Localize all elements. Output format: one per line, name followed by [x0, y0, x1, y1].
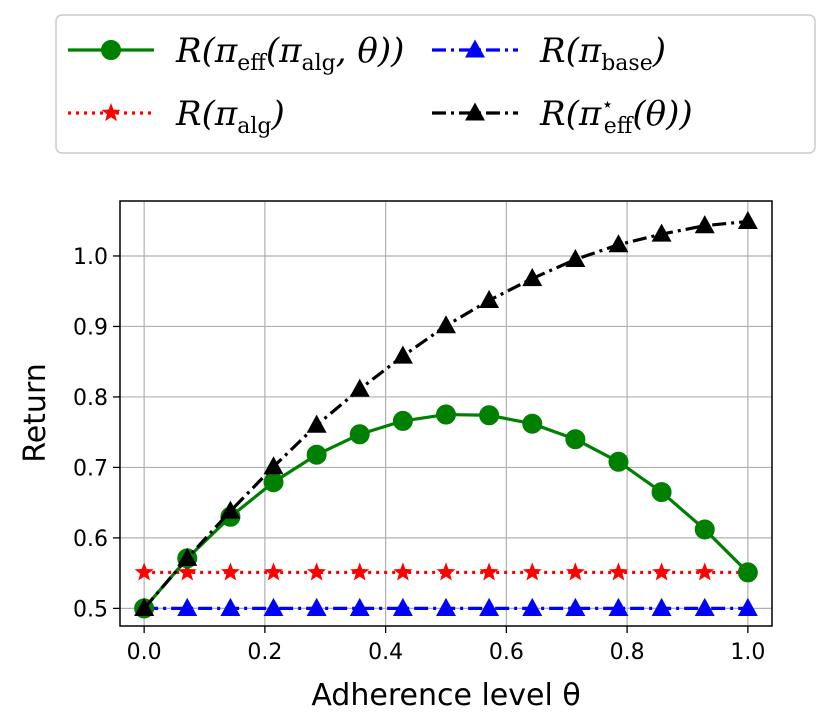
data-point: [220, 500, 241, 519]
data-point: [608, 597, 629, 616]
x-tick-label: 1.0: [730, 640, 765, 665]
data-point: [349, 597, 370, 616]
series-1: [134, 562, 758, 581]
data-point: [608, 451, 629, 472]
data-point: [479, 405, 500, 426]
data-point: [349, 424, 370, 445]
data-point: [436, 562, 456, 581]
legend-marker: [101, 40, 121, 60]
data-point: [694, 519, 715, 540]
data-point: [177, 547, 198, 566]
data-point: [651, 223, 672, 242]
data-point: [220, 562, 240, 581]
series-2: [134, 597, 758, 616]
plot-frame: [119, 200, 773, 627]
legend-frame: [55, 14, 816, 154]
data-point: [349, 378, 370, 397]
x-tick-label: 0.8: [610, 640, 645, 665]
y-tick-label: 0.6: [73, 527, 108, 552]
x-tick-label: 0.4: [368, 640, 403, 665]
data-point: [522, 597, 543, 616]
legend-entry-1: R(πalg): [68, 94, 285, 139]
data-point: [479, 597, 500, 616]
data-point: [737, 597, 758, 616]
legend-entry-3: R(π⋆ eff(θ)): [432, 92, 693, 139]
y-axis-label: Return: [18, 363, 53, 463]
data-point: [522, 268, 543, 287]
y-tick-label: 1.0: [73, 245, 108, 270]
data-point: [392, 597, 413, 616]
legend: R(πeff(πalg, θ)) R(πalg) R(πbase) R(π⋆ eff(θ…: [55, 14, 816, 154]
data-point: [306, 444, 327, 465]
y-tick-label: 0.8: [73, 386, 108, 411]
data-point: [694, 597, 715, 616]
y-tick-label: 0.9: [73, 315, 108, 340]
data-point: [565, 248, 586, 268]
legend-marker: [465, 39, 485, 58]
data-point: [436, 597, 456, 616]
data-point: [565, 597, 586, 616]
x-axis-label: Adherence level θ: [311, 678, 580, 713]
data-point: [134, 562, 154, 581]
data-point: [565, 429, 586, 450]
legend-label: R(πalg): [175, 94, 285, 139]
data-point: [737, 562, 758, 583]
legend-marker: [465, 102, 485, 121]
data-point: [522, 413, 543, 434]
data-point: [263, 456, 284, 475]
series-layer: [134, 210, 758, 619]
data-point: [134, 597, 155, 616]
data-point: [393, 562, 413, 581]
series-3: [134, 210, 758, 616]
data-point: [392, 410, 413, 431]
data-point: [565, 562, 585, 581]
y-tick-label: 0.7: [73, 456, 108, 481]
data-point: [392, 345, 413, 364]
ticks: 0.0 0.2 0.4 0.6 0.8 1.0 0.5 0.6 0.7 0.8 0.9 1.0: [73, 245, 765, 665]
data-point: [479, 562, 499, 581]
data-point: [263, 472, 284, 493]
data-point: [608, 234, 629, 253]
data-point: [264, 562, 284, 581]
data-point: [652, 562, 672, 581]
data-point: [651, 482, 672, 503]
legend-label: R(πeff(πalg, θ)): [175, 31, 404, 76]
data-point: [177, 562, 197, 581]
data-point: [737, 210, 758, 229]
data-point: [608, 562, 628, 581]
x-tick-label: 0.0: [127, 640, 162, 665]
data-point: [436, 404, 456, 425]
data-point: [436, 315, 456, 334]
data-point: [522, 562, 542, 581]
x-tick-label: 0.2: [247, 640, 282, 665]
data-point: [350, 562, 370, 581]
legend-marker: [101, 103, 121, 122]
legend-label: R(πbase): [539, 31, 666, 76]
data-point: [479, 289, 500, 308]
data-point: [220, 597, 241, 616]
data-point: [307, 562, 327, 581]
legend-label: R(π⋆ eff(θ)): [539, 92, 693, 139]
data-point: [695, 562, 715, 581]
legend-entry-0: R(πeff(πalg, θ)): [68, 31, 404, 76]
data-point: [263, 597, 284, 616]
data-point: [306, 414, 327, 433]
data-point: [694, 215, 715, 234]
plot-area: 0.0 0.2 0.4 0.6 0.8 1.0 0.5 0.6 0.7 0.8 0.9 1.0: [73, 200, 773, 665]
x-tick-label: 0.6: [489, 640, 524, 665]
y-tick-label: 0.5: [73, 597, 108, 622]
data-point: [177, 597, 198, 616]
data-point: [306, 597, 327, 616]
data-point: [651, 597, 672, 616]
legend-entry-2: R(πbase): [432, 31, 666, 76]
